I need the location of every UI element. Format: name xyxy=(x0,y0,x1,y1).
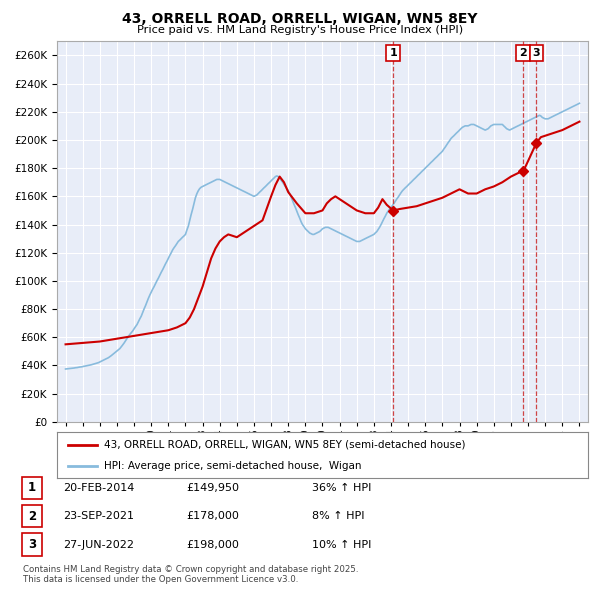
Text: 8% ↑ HPI: 8% ↑ HPI xyxy=(312,512,365,521)
Text: 27-JUN-2022: 27-JUN-2022 xyxy=(63,540,134,549)
Text: 1: 1 xyxy=(28,481,36,494)
Text: 2: 2 xyxy=(520,48,527,58)
Text: 3: 3 xyxy=(533,48,540,58)
Text: 2: 2 xyxy=(28,510,36,523)
Text: 3: 3 xyxy=(28,538,36,551)
Text: 10% ↑ HPI: 10% ↑ HPI xyxy=(312,540,371,549)
Text: £149,950: £149,950 xyxy=(186,483,239,493)
Text: 1: 1 xyxy=(389,48,397,58)
Text: 43, ORRELL ROAD, ORRELL, WIGAN, WN5 8EY (semi-detached house): 43, ORRELL ROAD, ORRELL, WIGAN, WN5 8EY … xyxy=(104,440,465,450)
Text: 20-FEB-2014: 20-FEB-2014 xyxy=(63,483,134,493)
Text: 43, ORRELL ROAD, ORRELL, WIGAN, WN5 8EY: 43, ORRELL ROAD, ORRELL, WIGAN, WN5 8EY xyxy=(122,12,478,26)
Text: 23-SEP-2021: 23-SEP-2021 xyxy=(63,512,134,521)
Text: £178,000: £178,000 xyxy=(186,512,239,521)
Text: £198,000: £198,000 xyxy=(186,540,239,549)
Text: Price paid vs. HM Land Registry's House Price Index (HPI): Price paid vs. HM Land Registry's House … xyxy=(137,25,463,35)
Text: Contains HM Land Registry data © Crown copyright and database right 2025.
This d: Contains HM Land Registry data © Crown c… xyxy=(23,565,358,584)
Text: 36% ↑ HPI: 36% ↑ HPI xyxy=(312,483,371,493)
Text: HPI: Average price, semi-detached house,  Wigan: HPI: Average price, semi-detached house,… xyxy=(104,461,361,471)
